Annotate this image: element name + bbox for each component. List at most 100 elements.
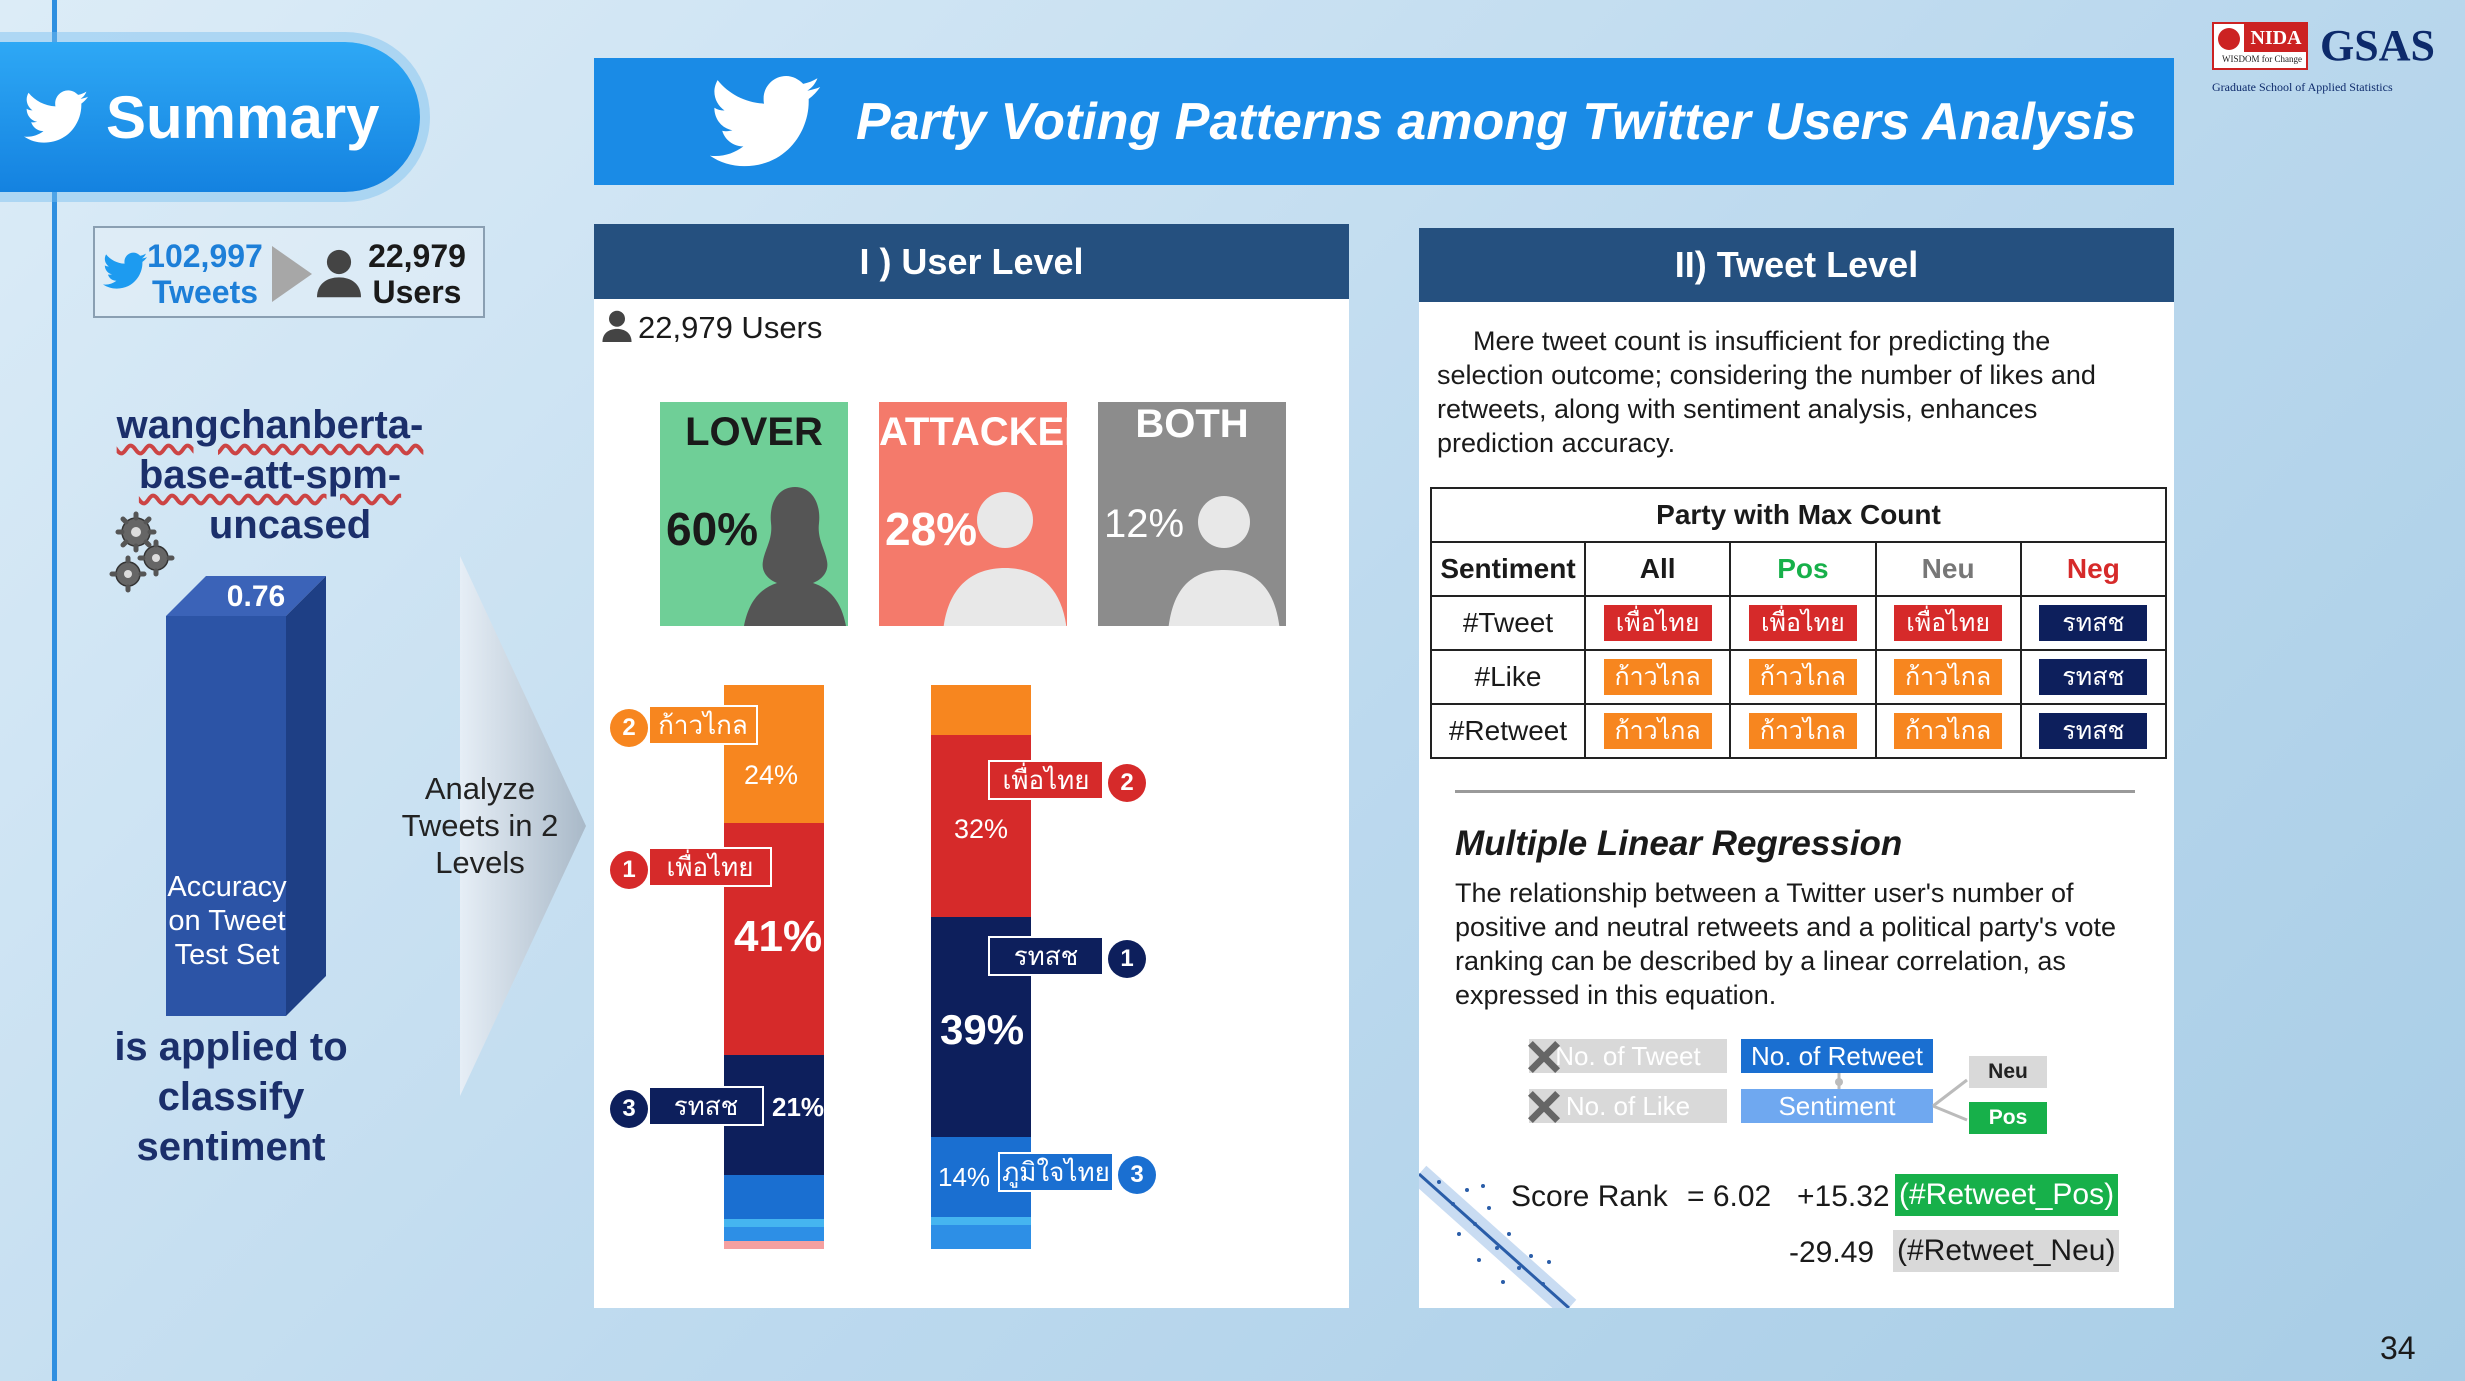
- connector: [1835, 1073, 1843, 1091]
- tweets-label: Tweets: [151, 274, 259, 310]
- tweets-count: 102,997: [147, 238, 263, 274]
- eq-var-retweet-neu: (#Retweet_Neu): [1893, 1230, 2120, 1272]
- bar-segment-other: [724, 1241, 824, 1249]
- bar2-pct-bhumjaithai: 14%: [938, 1162, 991, 1192]
- nida-logo: NIDA WISDOM for Change: [2212, 22, 2308, 70]
- rank-badge: 2: [1108, 764, 1146, 802]
- header-pos: Pos: [1729, 541, 1877, 597]
- twitter-bird-icon: [103, 252, 147, 289]
- dataset-count-box: 102,997 Tweets 22,979 Users: [93, 226, 485, 318]
- nida-tagline: WISDOM for Change: [2222, 54, 2302, 64]
- party-chip: เพื่อไทย: [1748, 605, 1857, 641]
- card-both-pct: 12%: [1104, 502, 1185, 546]
- nida-text: NIDA: [2244, 24, 2308, 52]
- bar-segment-kaoklai: [931, 685, 1031, 735]
- bar-segment-bhumjaithai: [724, 1175, 824, 1219]
- header-neu: Neu: [1874, 541, 2022, 597]
- model-name: wangchanberta- base-att-spm- uncased: [90, 400, 450, 550]
- accuracy-label-line3: Test Set: [174, 939, 280, 971]
- nida-emblem-icon: [2218, 28, 2240, 50]
- analyze-text: Analyze Tweets in 2 Levels: [380, 770, 580, 881]
- summary-header: Summary: [0, 42, 420, 192]
- bar-segment-other: [724, 1219, 824, 1227]
- bar-segment-other: [724, 1227, 824, 1241]
- tweet-level-panel: II) Tweet Level Mere tweet count is insu…: [1419, 228, 2174, 1308]
- rank-badge: 1: [1108, 940, 1146, 978]
- card-lover: LOVER 60%: [660, 402, 848, 626]
- accuracy-bar-shape: [166, 576, 326, 1016]
- user-icon: [317, 249, 361, 298]
- rank-badge: 3: [1118, 1156, 1156, 1194]
- row-label: #Tweet: [1430, 595, 1586, 651]
- tweet-level-intro: Mere tweet count is insufficient for pre…: [1437, 326, 2096, 458]
- card-attacker-pct: 28%: [885, 503, 978, 555]
- accuracy-value: 0.76: [226, 580, 286, 613]
- party-chip: ก้าวไกล: [1603, 659, 1712, 695]
- tweet-level-heading: II) Tweet Level: [1419, 228, 2174, 302]
- model-name-line1: wangchanberta-: [116, 403, 424, 447]
- party-max-count-table: Party with Max Count Sentiment All Pos N…: [1430, 487, 2168, 759]
- bar-segment-other: [931, 1225, 1031, 1249]
- left-accent-line: [52, 0, 57, 1381]
- table-row: #Tweet เพื่อไทย เพื่อไทย เพื่อไทย รทสช: [1430, 595, 2168, 651]
- regression-plot-icon: [1419, 1165, 1577, 1308]
- mlr-title: Multiple Linear Regression: [1455, 824, 1903, 863]
- eq-lhs: Score Rank: [1511, 1180, 1668, 1213]
- bar1-pct-pheuthai: 41%: [734, 912, 823, 961]
- man-silhouette-icon: [943, 492, 1067, 626]
- x-like-box: No. of Like: [1529, 1089, 1727, 1123]
- retweet-box: No. of Retweet: [1741, 1039, 1933, 1073]
- eq-coef2: -29.49: [1789, 1236, 1875, 1269]
- bar1-pct-rtsc: 21%: [772, 1092, 825, 1122]
- party-chip: รทสช: [2039, 605, 2148, 641]
- party-chip: เพื่อไทย: [1894, 605, 2003, 641]
- party-tag-pheuthai: เพื่อไทย: [648, 847, 772, 887]
- party-chip: เพื่อไทย: [1603, 605, 1712, 641]
- header-neg: Neg: [2019, 541, 2168, 597]
- user-icon: [602, 310, 632, 342]
- user-level-panel: I ) User Level 22,979 Users LOVER 60% AT…: [594, 224, 1349, 1308]
- analyze-line3: Levels: [435, 845, 525, 880]
- accuracy-bar: 0.76 Accuracy on Tweet Test Set: [166, 576, 326, 1016]
- party-chip: ก้าวไกล: [1894, 713, 2003, 749]
- bar2-pct-rtsc: 39%: [940, 1006, 1025, 1053]
- gsas-subtitle: Graduate School of Applied Statistics: [2212, 80, 2393, 94]
- bar-segment-other: [931, 1217, 1031, 1225]
- party-tag-kaoklai: ก้าวไกล: [648, 705, 758, 745]
- analyze-line2: Tweets in 2: [401, 808, 559, 843]
- page-title: Party Voting Patterns among Twitter User…: [856, 92, 2137, 151]
- users-label: Users: [372, 274, 462, 310]
- party-chip: ก้าวไกล: [1894, 659, 2003, 695]
- party-chip: รทสช: [2039, 659, 2148, 695]
- table-caption: Party with Max Count: [1430, 487, 2167, 543]
- attacker-party-bar: [931, 685, 1031, 1249]
- applied-line1: is applied to: [114, 1025, 348, 1069]
- party-tag-pheuthai: เพื่อไทย: [988, 760, 1104, 800]
- applied-text: is applied to classify sentiment: [86, 1022, 376, 1172]
- model-name-line3: uncased: [208, 503, 372, 547]
- rank-badge: 1: [610, 851, 648, 889]
- model-name-line2: base-att-spm-: [138, 453, 402, 497]
- card-lover-label: LOVER: [685, 410, 823, 454]
- gears-icon: [109, 511, 175, 593]
- pos-box: Pos: [1969, 1102, 2047, 1134]
- card-attacker: ATTACKER 28%: [879, 402, 1067, 626]
- connector: [1932, 1078, 1968, 1122]
- party-chip: ก้าวไกล: [1748, 659, 1857, 695]
- analyze-line1: Analyze: [424, 771, 536, 806]
- summary-label: Summary: [106, 83, 380, 151]
- mlr-text: The relationship between a Twitter user'…: [1455, 878, 2117, 1010]
- sentiment-box: Sentiment: [1741, 1089, 1933, 1123]
- accuracy-label-line2: on Tweet: [168, 905, 286, 937]
- cross-icon: [1527, 1090, 1561, 1124]
- x-tweet-box: No. of Tweet: [1529, 1039, 1727, 1073]
- party-chip: ก้าวไกล: [1603, 713, 1712, 749]
- neu-box: Neu: [1969, 1056, 2047, 1088]
- rank-badge: 3: [610, 1090, 648, 1128]
- user-level-users: 22,979 Users: [638, 310, 823, 345]
- users-count: 22,979: [368, 238, 466, 274]
- party-tag-rtsc: รทสช: [988, 936, 1104, 976]
- applied-line3: sentiment: [136, 1125, 326, 1169]
- table-row: #Like ก้าวไกล ก้าวไกล ก้าวไกล รทสช: [1430, 649, 2168, 705]
- bar1-pct-kaoklai: 24%: [744, 760, 799, 790]
